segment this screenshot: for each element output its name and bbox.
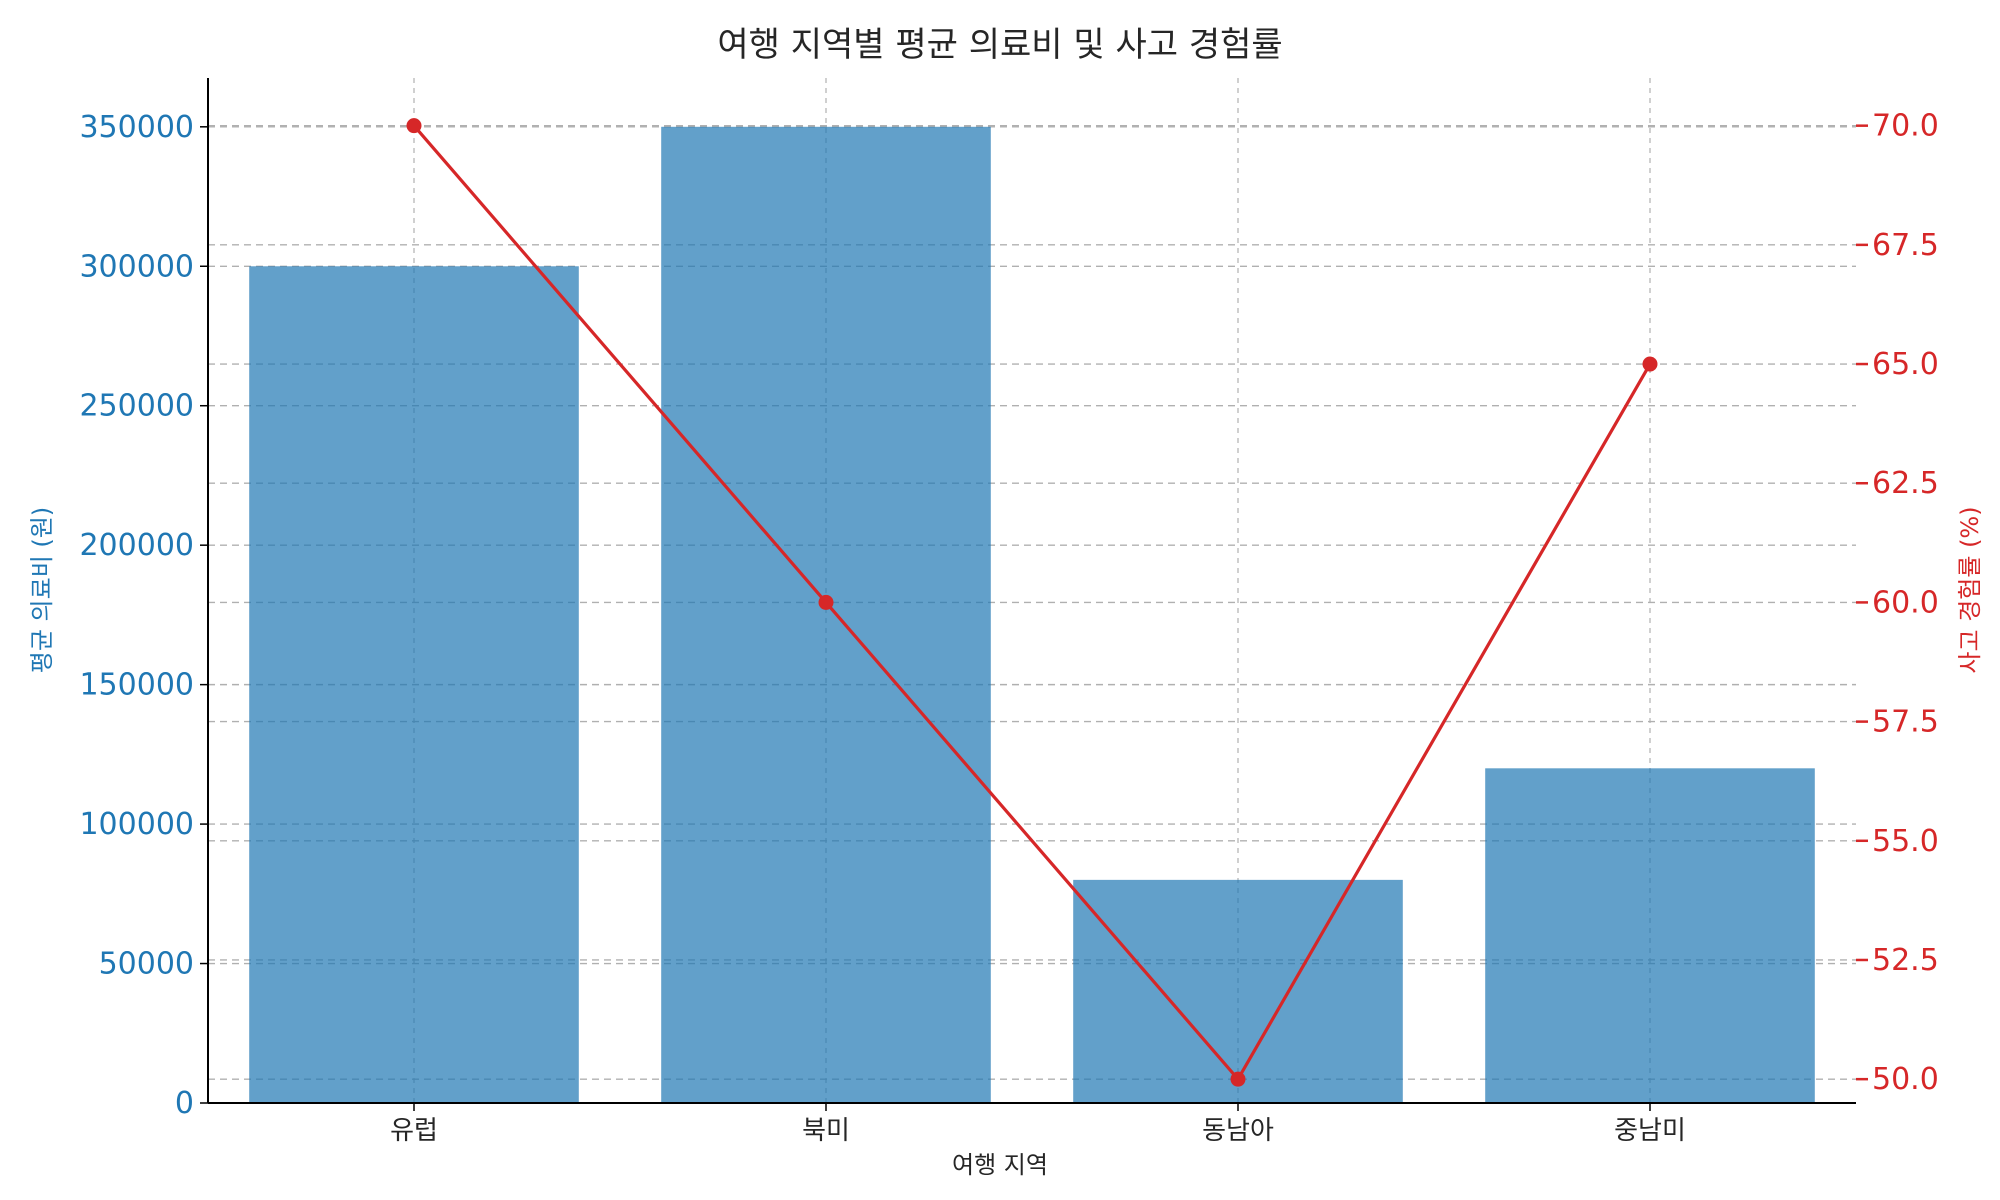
bar-4 xyxy=(1485,768,1815,1103)
x-tick-label: 유럽 xyxy=(390,1116,438,1146)
x-axis-label: 여행 지역 xyxy=(952,1151,1048,1179)
y-tick-label-right: 67.5 xyxy=(1872,228,1939,263)
bar-1 xyxy=(249,266,579,1103)
y-tick-label-left: 0 xyxy=(175,1086,194,1121)
y-tick-label-left: 50000 xyxy=(99,947,194,982)
y-tick-label-left: 350000 xyxy=(79,110,194,145)
line-point-2 xyxy=(818,594,834,610)
y-tick-label-right: 70.0 xyxy=(1872,109,1939,144)
y-axis-label-left: 평균 의료비 (원) xyxy=(28,507,56,673)
bar-3 xyxy=(1073,879,1403,1103)
y-tick-label-right: 50.0 xyxy=(1872,1062,1939,1097)
x-tick-label: 중남미 xyxy=(1614,1116,1686,1146)
y-axis-label-right: 사고 경험률 (%) xyxy=(1956,506,1984,673)
line-series xyxy=(412,124,1652,1082)
line-layer xyxy=(406,118,1658,1087)
line-point-3 xyxy=(1230,1071,1246,1087)
tick-layer: 0 50000 100000 150000 200000 250000 300000 3500… xyxy=(79,109,1938,1146)
line-point-4 xyxy=(1642,356,1658,372)
y-tick-label-left: 250000 xyxy=(79,389,194,424)
line-point-1 xyxy=(406,118,422,134)
y-tick-label-right: 62.5 xyxy=(1872,466,1939,501)
y-tick-label-left: 150000 xyxy=(79,668,194,703)
y-tick-label-right: 60.0 xyxy=(1872,585,1939,620)
y-tick-label-right: 65.0 xyxy=(1872,347,1939,382)
x-tick-label: 북미 xyxy=(802,1116,850,1146)
y-tick-label-left: 300000 xyxy=(79,249,194,284)
y-tick-label-right: 57.5 xyxy=(1872,705,1939,740)
y-tick-label-right: 55.0 xyxy=(1872,824,1939,859)
axis-layer xyxy=(200,78,1868,1111)
y-tick-label-left: 200000 xyxy=(79,528,194,563)
bar-2 xyxy=(661,126,991,1104)
y-tick-label-right: 52.5 xyxy=(1872,943,1939,978)
y-tick-label-left: 100000 xyxy=(79,807,194,842)
x-tick-label: 동남아 xyxy=(1202,1116,1274,1146)
bar-layer xyxy=(249,126,1815,1104)
chart-title: 여행 지역별 평균 의료비 및 사고 경험률 xyxy=(717,25,1282,65)
